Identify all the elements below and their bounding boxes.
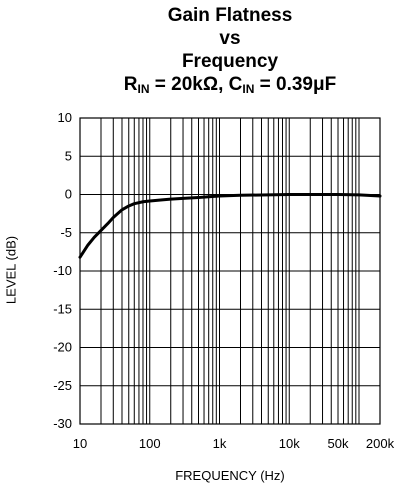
plot-border [79, 117, 381, 425]
x-tick-label: 10k [279, 436, 300, 451]
series-line [78, 193, 382, 259]
y-tick-label: -20 [53, 340, 72, 355]
x-tick-labels: 10 100 1k 10k 50k 200k [73, 436, 395, 451]
series-lines [78, 193, 382, 259]
formula-c-sub: IN [242, 82, 255, 96]
x-tick-label: 100 [139, 436, 161, 451]
title-line-3: Frequency [181, 51, 279, 72]
y-tick-label: 5 [65, 148, 72, 163]
x-tick-label: 10 [73, 436, 87, 451]
grid [79, 117, 381, 425]
y-tick-label: -5 [60, 225, 72, 240]
x-tick-label: 50k [328, 436, 349, 451]
y-tick-label: -10 [53, 263, 72, 278]
y-tick-label: -25 [53, 378, 72, 393]
plot-frame [79, 117, 381, 425]
y-tick-label: -15 [53, 301, 72, 316]
formula-r: R [123, 74, 138, 95]
y-axis-label: LEVEL (dB) [3, 235, 19, 305]
title-formula: RIN = 20kΩ, CIN = 0.39μF [0, 73, 401, 96]
y-tick-labels: 10 5 0 -5 -10 -15 -20 -25 -30 [53, 110, 72, 431]
y-tick-label: 10 [58, 110, 72, 125]
formula-c: = 20kΩ, C [149, 74, 243, 95]
title-line-1: Gain Flatness [167, 5, 293, 26]
x-axis-label: FREQUENCY (Hz) [175, 468, 285, 483]
formula-value: = 0.39μF [254, 74, 337, 95]
x-tick-label: 1k [213, 436, 227, 451]
y-tick-label: 0 [65, 187, 72, 202]
title-line-2: vs [219, 28, 241, 49]
y-tick-label: -30 [53, 416, 72, 431]
chart-title: Gain Flatness vs Frequency RIN = 20kΩ, C… [0, 4, 401, 96]
formula-r-sub: IN [137, 82, 150, 96]
x-tick-label: 200k [366, 436, 395, 451]
